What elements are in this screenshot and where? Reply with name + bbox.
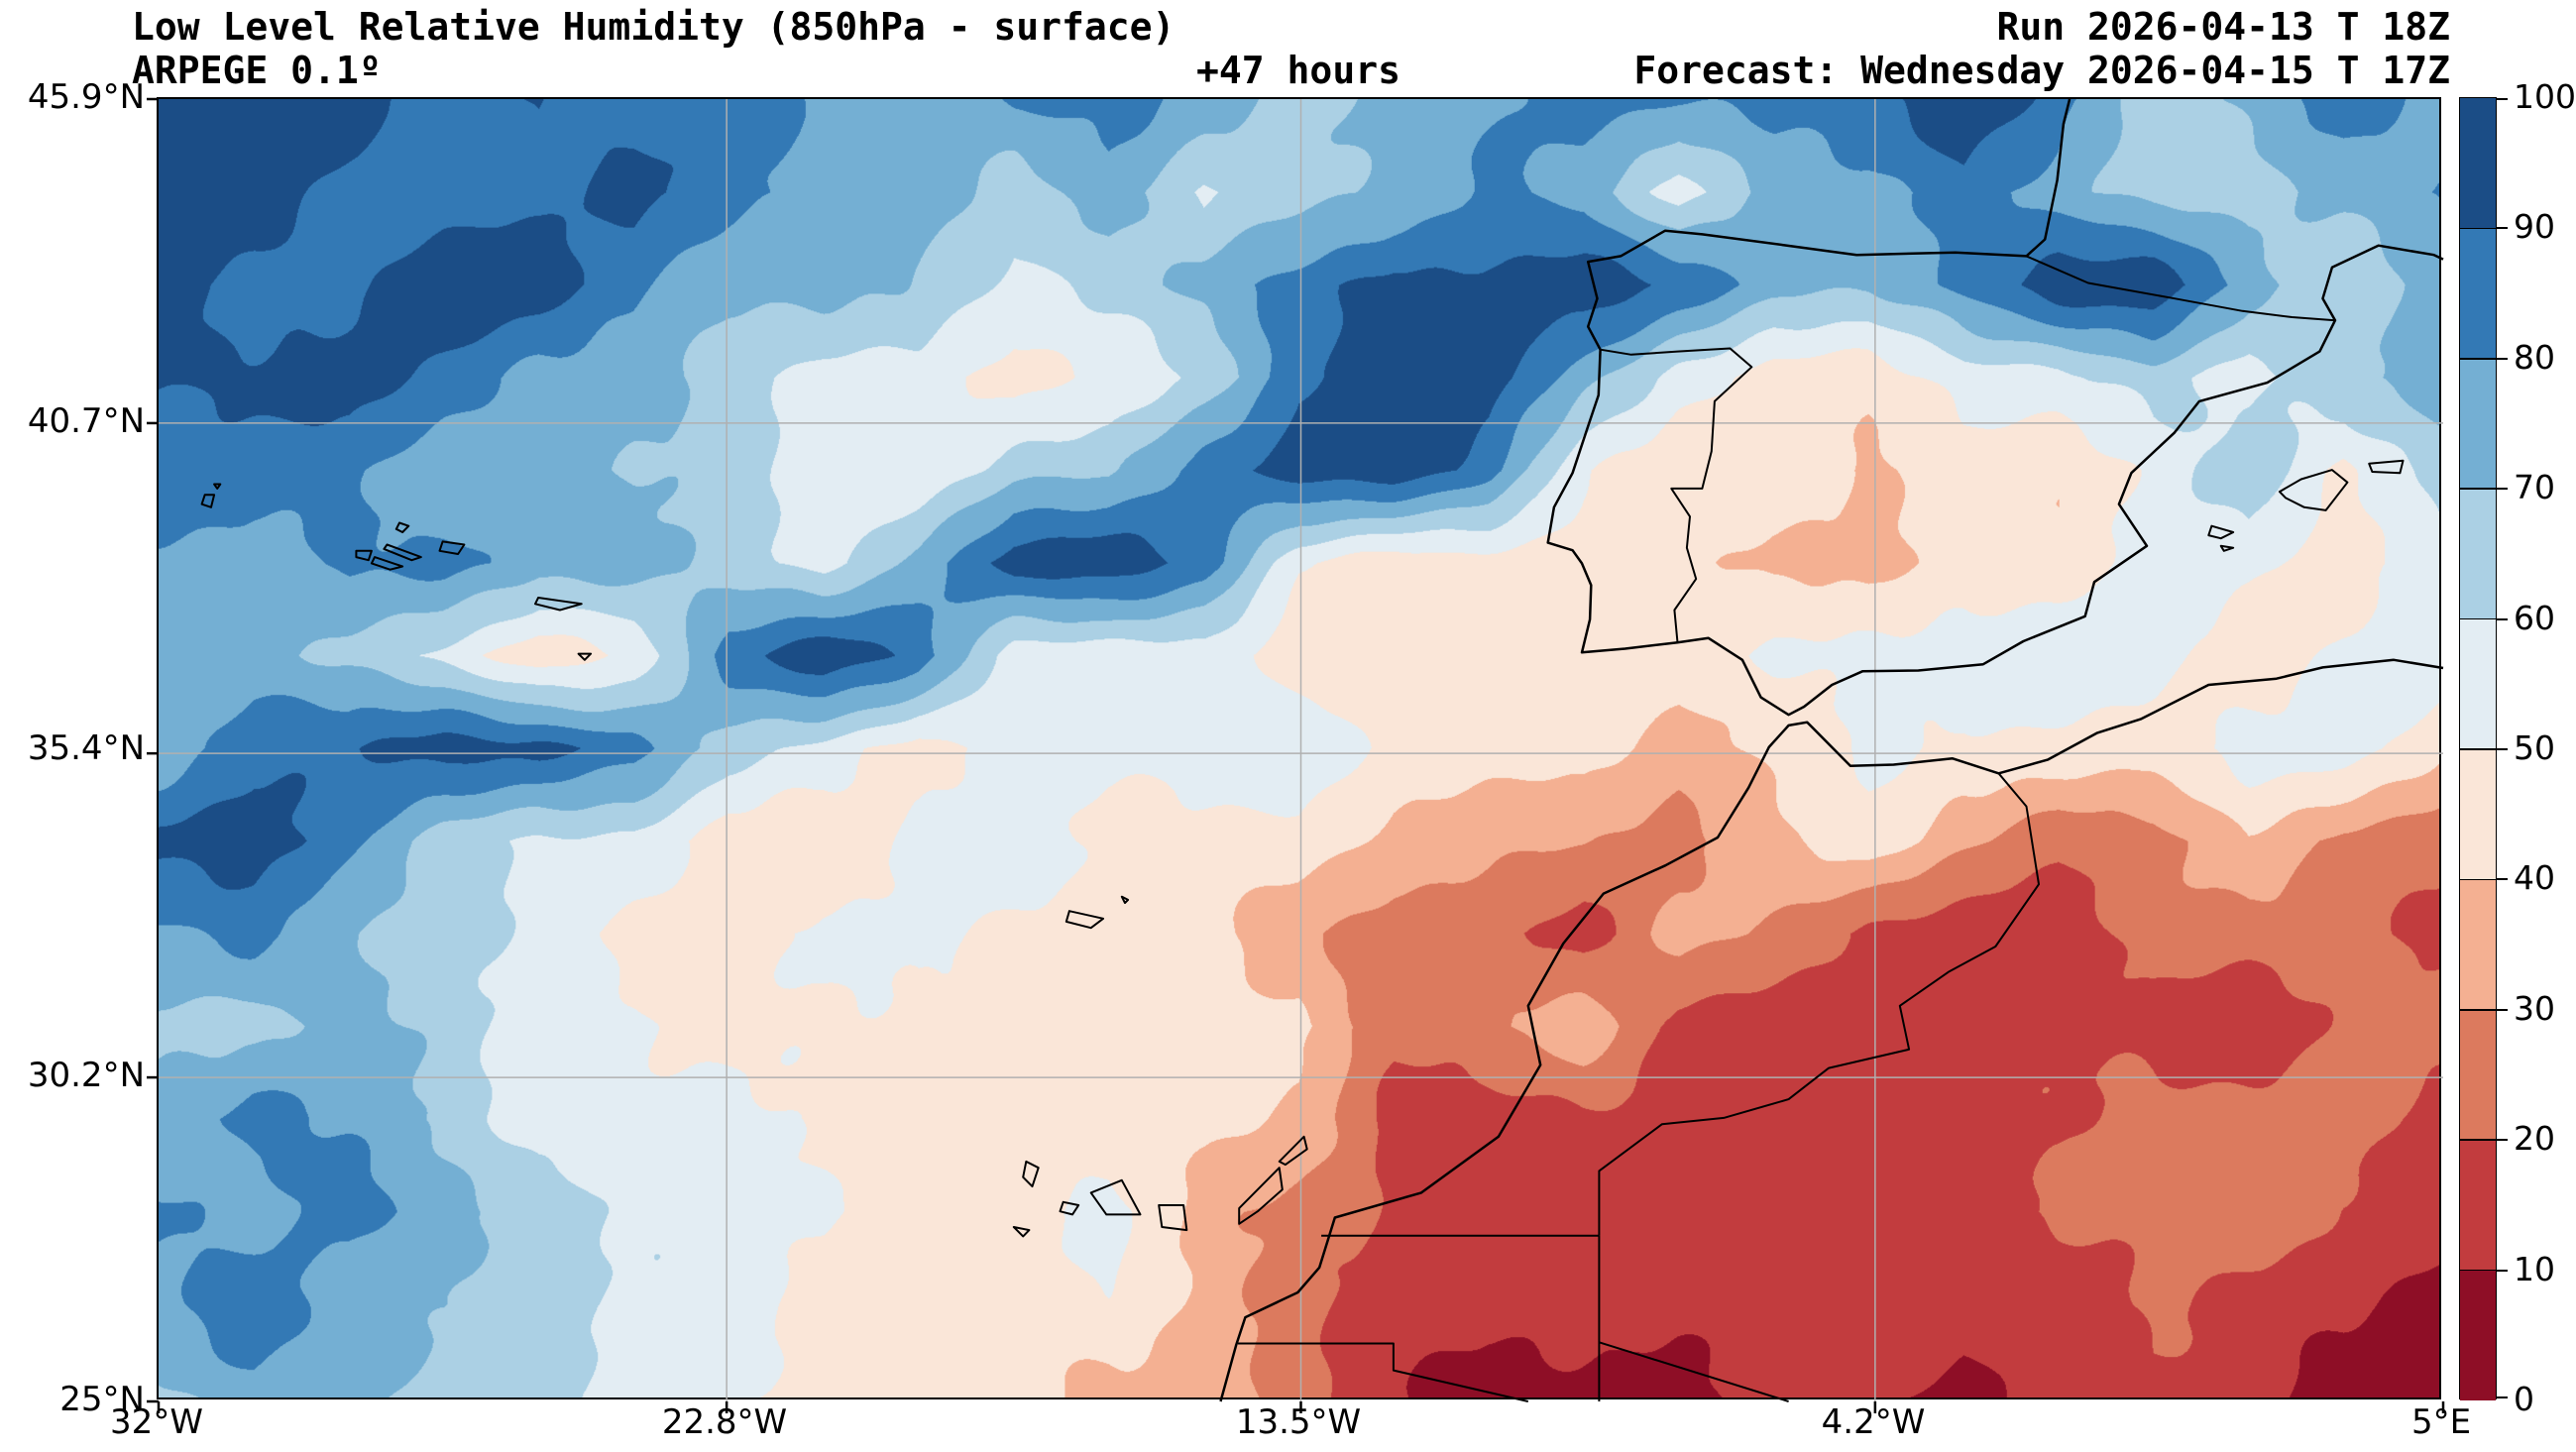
- x-axis-tick-label: 13.5°W: [1235, 1402, 1362, 1442]
- france-spain-border: [2026, 255, 2336, 322]
- mauritania-border: [1238, 1342, 1529, 1402]
- colorbar-segment: [2460, 1009, 2496, 1141]
- colorbar-tick: [2497, 227, 2508, 230]
- colorbar-tick-label: 40: [2514, 858, 2555, 897]
- y-axis-tick-label: 45.9°N: [27, 77, 145, 117]
- colorbar-level-line: [2460, 1009, 2496, 1011]
- y-axis-tick-label: 25°N: [59, 1380, 145, 1419]
- la-gomera-island-outline: [1059, 1200, 1080, 1216]
- x-axis-tick-label: 5°E: [2410, 1402, 2472, 1442]
- x-axis-tick-label: 32°W: [110, 1402, 203, 1442]
- gran-canaria-island-outline: [1158, 1204, 1188, 1232]
- coastline-overlay: [147, 97, 2445, 1413]
- colorbar-level-line: [2460, 878, 2496, 881]
- colorbar-tick: [2497, 98, 2508, 100]
- map-frame: [147, 97, 2445, 1413]
- colorbar-segment: [2460, 358, 2496, 490]
- colorbar-tick: [2497, 748, 2508, 750]
- madeira-island-outline: [1064, 910, 1105, 930]
- colorbar-tick-label: 30: [2514, 989, 2555, 1028]
- santa-maria-island-outline: [577, 652, 593, 661]
- colorbar-tick: [2497, 617, 2508, 620]
- menorca-island-outline: [2368, 459, 2405, 475]
- terceira-island-outline: [438, 540, 466, 555]
- x-axis-tick-label: 4.2°W: [1821, 1402, 1926, 1442]
- colorbar-segment: [2460, 879, 2496, 1010]
- colorbar-segment: [2460, 1270, 2496, 1400]
- portugal-spain-border: [1600, 347, 1753, 643]
- x-axis-tick-label: 22.8°W: [661, 1402, 788, 1442]
- colorbar-tick-label: 90: [2514, 207, 2555, 246]
- model-label: ARPEGE 0.1º: [132, 49, 382, 92]
- colorbar-tick: [2497, 1139, 2508, 1142]
- sao-jorge-island-outline: [383, 543, 422, 562]
- pico-island-outline: [370, 556, 404, 571]
- colorbar-tick: [2497, 488, 2508, 491]
- formentera-island-outline: [2219, 544, 2235, 552]
- colorbar-tick: [2497, 878, 2508, 881]
- flores-island-outline: [200, 494, 216, 508]
- tenerife-island-outline: [1089, 1178, 1142, 1216]
- colorbar-segment: [2460, 749, 2496, 880]
- colorbar-level-line: [2460, 1269, 2496, 1272]
- iberia-france-coast-coastline: [1546, 98, 2444, 717]
- graciosa-island-outline: [394, 521, 410, 533]
- colorbar-tick: [2497, 1008, 2508, 1011]
- lead-time-label: +47 hours: [1196, 49, 1400, 92]
- colorbar-level-line: [2460, 488, 2496, 490]
- fuerteventura-island-outline: [1238, 1167, 1284, 1225]
- colorbar-tick-label: 20: [2514, 1119, 2555, 1158]
- colorbar-level-line: [2460, 358, 2496, 360]
- colorbar-tick: [2497, 1396, 2508, 1398]
- colorbar-tick-label: 60: [2514, 599, 2555, 637]
- corvo-island-outline: [213, 483, 222, 490]
- mallorca-island-outline: [2278, 469, 2349, 511]
- colorbar-tick-label: 80: [2514, 338, 2555, 377]
- colorbar: [2459, 97, 2508, 1400]
- colorbar-level-line: [2460, 1139, 2496, 1141]
- colorbar-tick: [2497, 357, 2508, 360]
- run-label: Run 2026-04-13 T 18Z: [1996, 5, 2450, 49]
- africa-coast-coastline: [1219, 658, 2444, 1402]
- humidity-heatmap: [159, 99, 2439, 1397]
- y-axis-tick-label: 35.4°N: [27, 728, 145, 768]
- colorbar-tick-label: 100: [2514, 77, 2576, 116]
- colorbar-tick: [2497, 1269, 2508, 1272]
- faial-island-outline: [355, 549, 373, 562]
- morocco-algeria-border: [1598, 772, 2040, 1236]
- colorbar-segment: [2460, 228, 2496, 359]
- la-palma-island-outline: [1022, 1160, 1040, 1188]
- y-axis-tick-label: 40.7°N: [27, 401, 145, 441]
- colorbar-level-line: [2460, 227, 2496, 230]
- forecast-label: Forecast: Wednesday 2026-04-15 T 17Z: [1633, 49, 2450, 92]
- colorbar-tick-label: 10: [2514, 1250, 2555, 1288]
- colorbar-segment: [2460, 618, 2496, 749]
- lanzarote-island-outline: [1278, 1135, 1308, 1167]
- porto-santo-island-outline: [1120, 895, 1130, 904]
- colorbar-segment: [2460, 489, 2496, 619]
- colorbar-segment: [2460, 98, 2496, 229]
- page-title: Low Level Relative Humidity (850hPa - su…: [132, 5, 1176, 49]
- colorbar-segment: [2460, 1140, 2496, 1271]
- algeria-mauritania-border: [1599, 1341, 1789, 1402]
- colorbar-tick-label: 0: [2514, 1380, 2534, 1418]
- colorbar-tick-label: 50: [2514, 728, 2555, 767]
- ibiza-island-outline: [2207, 524, 2235, 540]
- el-hierro-island-outline: [1012, 1226, 1031, 1238]
- colorbar-level-line: [2460, 617, 2496, 620]
- sao-miguel-island-outline: [534, 597, 583, 612]
- y-axis-tick-label: 30.2°N: [27, 1056, 145, 1095]
- colorbar-level-line: [2460, 748, 2496, 750]
- colorbar-tick-label: 70: [2514, 468, 2555, 506]
